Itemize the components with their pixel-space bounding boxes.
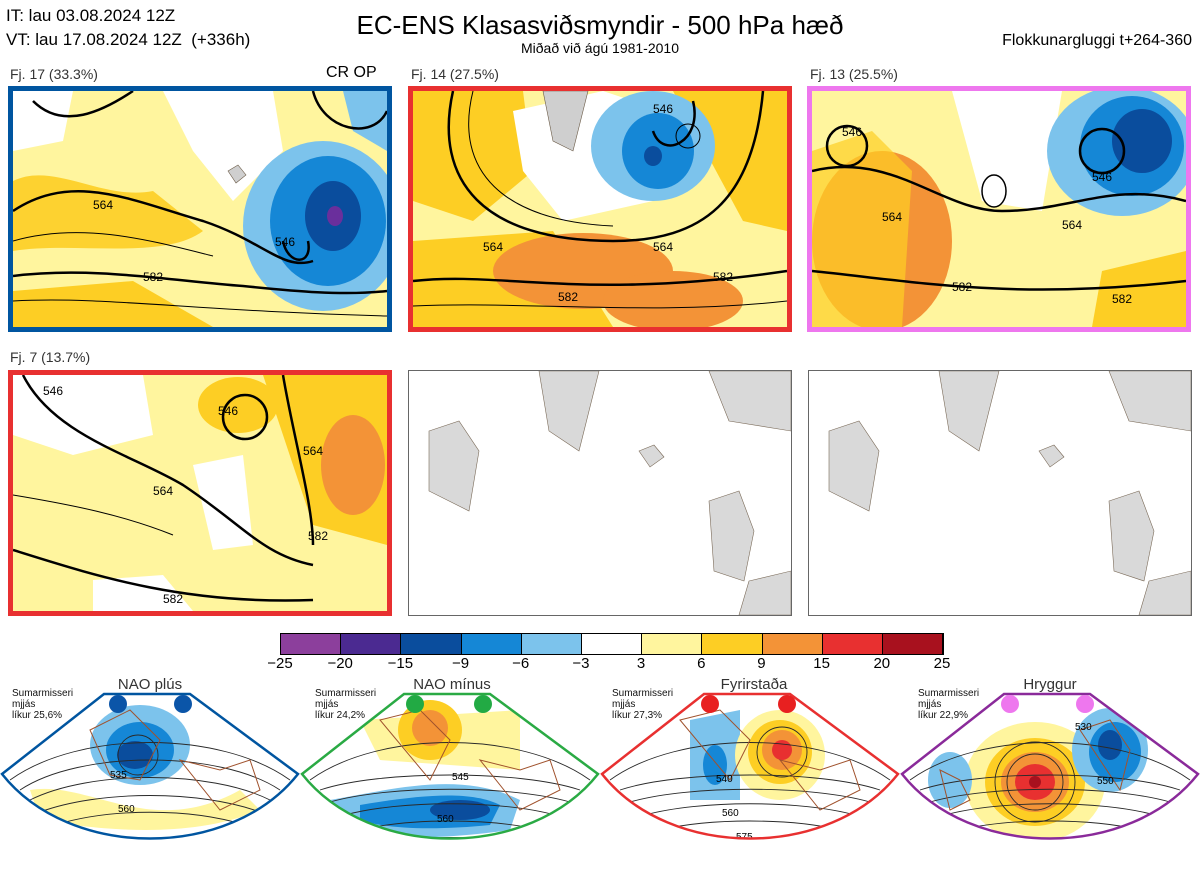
regime-1-dot	[174, 695, 192, 713]
regime-4-dot	[1076, 695, 1094, 713]
regime-3-dot	[701, 695, 719, 713]
cluster-3-label: Fj. 13 (25.5%)	[810, 66, 898, 82]
colorbar-tick-label: 6	[697, 655, 706, 672]
contour-label: 546	[275, 235, 295, 249]
contour-label: 582	[143, 270, 163, 284]
colorbar-tick-label: −6	[512, 655, 530, 672]
colorbar-swatch	[401, 634, 462, 654]
regime-2-dot	[406, 695, 424, 713]
cluster-1-label: Fj. 17 (33.3%)	[10, 66, 98, 82]
contour-label: 546	[653, 102, 673, 116]
colorbar-swatch	[762, 634, 823, 654]
regime-4-text: Sumarmisseri mjjás líkur 22,9%	[918, 688, 980, 721]
cluster-3-map: 546 546 564 564 582 582	[807, 86, 1191, 332]
contour-label: 564	[882, 210, 902, 224]
colorbar-swatch	[581, 634, 643, 654]
contour-label: 575	[447, 843, 464, 854]
contour-label: 545	[452, 772, 469, 783]
cluster-2-label: Fj. 14 (27.5%)	[411, 66, 499, 82]
contour-label: 564	[1062, 218, 1082, 232]
contour-label: 540	[716, 774, 733, 785]
contour-label: 550	[1097, 776, 1114, 787]
cluster-4-map: 546 546 564 564 582 582	[8, 370, 392, 616]
contour-label: 582	[163, 592, 183, 606]
valid-time-line: VT: lau 17.08.2024 12Z (+336h)	[6, 30, 251, 49]
colorbar-tick-label: −20	[327, 655, 353, 672]
regime-2-map: 545 560 575	[302, 694, 598, 854]
contour-label: 582	[558, 290, 578, 304]
colorbar-swatch	[822, 634, 883, 654]
colorbar-tick-label: −25	[267, 655, 293, 672]
contour-label: 564	[303, 444, 323, 458]
cluster-1-map: 564 546 582 582	[8, 86, 392, 332]
colorbar-tick-label: −15	[387, 655, 414, 672]
regime-3-map: 540 560 575	[602, 694, 898, 843]
regime-3-text: Sumarmisseri mjjás líkur 27,3%	[612, 688, 674, 721]
colorbar-swatch	[882, 634, 944, 654]
contour-label: 560	[722, 808, 739, 819]
colorbar-tick-label: −9	[451, 655, 470, 672]
colorbar-tick-label: 25	[933, 655, 951, 672]
contour-label: 546	[842, 125, 862, 139]
colorbar-swatch	[642, 634, 703, 654]
contour-label: 546	[218, 404, 238, 418]
cluster-4-label: Fj. 7 (13.7%)	[10, 349, 91, 365]
contour-label: 575	[736, 832, 753, 843]
regime-1-dot	[109, 695, 127, 713]
contour-label: 582	[308, 325, 328, 327]
regime-1-text: Sumarmisseri mjjás líkur 25,6%	[12, 688, 74, 721]
contour-label: 575	[1093, 837, 1110, 848]
contour-label: 535	[110, 770, 127, 781]
contour-label: 564	[483, 240, 503, 254]
contour-label: 560	[118, 804, 135, 815]
contour-label: 546	[43, 384, 63, 398]
contour-label: 582	[308, 529, 328, 543]
colorbar-tick-label: 9	[757, 655, 766, 672]
colorbar-tick-label: 20	[873, 655, 891, 672]
contour-label: 530	[1075, 722, 1092, 733]
contour-label: 564	[153, 484, 173, 498]
colorbar-swatch	[341, 634, 402, 654]
contour-label: 560	[437, 814, 454, 825]
regime-3-dot	[778, 695, 796, 713]
colorbar-tick-label: 3	[636, 655, 646, 672]
cluster-1-extra: CR OP	[326, 64, 377, 81]
init-time-line: IT: lau 03.08.2024 12Z	[6, 6, 176, 25]
regime-1-title: NAO plús	[117, 676, 183, 693]
colorbar-swatch	[281, 634, 342, 654]
regime-2-dot	[474, 695, 492, 713]
colorbar-swatch	[461, 634, 522, 654]
regime-3-title: Fyrirstaða	[720, 676, 788, 693]
classification-window: Flokkunargluggi t+264-360	[1002, 32, 1192, 49]
colorbar	[280, 633, 944, 655]
regime-4-dot	[1001, 695, 1019, 713]
contour-label: 564	[93, 198, 113, 212]
regime-4-map: 530 550 575	[902, 694, 1198, 848]
regime-2-text: Sumarmisseri mjjás líkur 24,2%	[315, 688, 377, 721]
colorbar-swatch	[521, 634, 582, 654]
colorbar-tick-label: −3	[572, 655, 590, 672]
page-title: EC-ENS Klasasviðsmyndir - 500 hPa hæð	[356, 10, 844, 40]
page-subtitle: Miðað við ágú 1981-2010	[520, 40, 679, 56]
cluster-2-map: 546 564 564 582 582	[408, 86, 792, 332]
colorbar-tick-label: 15	[813, 655, 830, 672]
empty-map-panel	[808, 370, 1192, 616]
contour-label: 582	[1112, 292, 1132, 306]
contour-label: 564	[653, 240, 673, 254]
regime-2-title: NAO mínus	[413, 676, 491, 693]
empty-map-panel	[408, 370, 792, 616]
regime-maps: 535 560 545 560 575	[0, 692, 1200, 854]
regime-1-map: 535 560	[2, 694, 298, 839]
regime-4-title: Hryggur	[1023, 676, 1077, 693]
contour-label: 582	[713, 270, 733, 284]
contour-label: 546	[1092, 170, 1112, 184]
colorbar-swatch	[702, 634, 763, 654]
contour-label: 582	[952, 280, 972, 294]
